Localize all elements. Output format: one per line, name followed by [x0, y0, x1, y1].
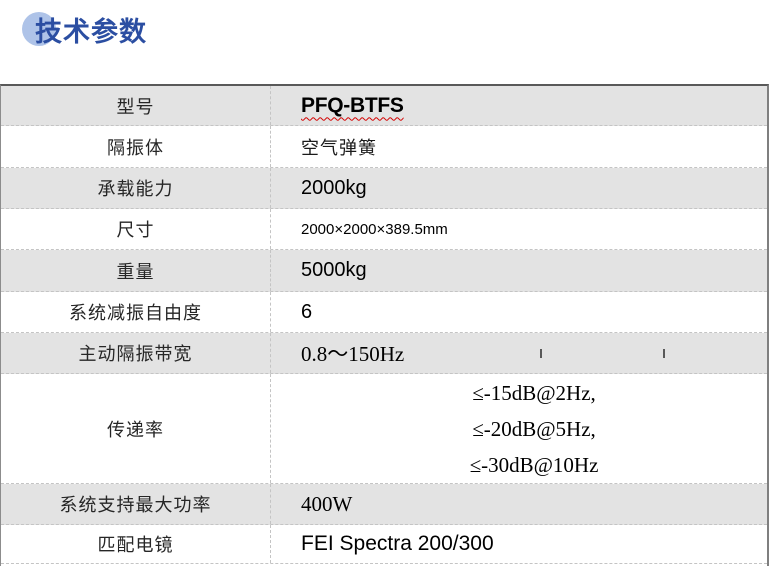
transmissibility-line-2: ≤-20dB@5Hz,	[472, 416, 596, 441]
transmissibility-line-3: ≤-30dB@10Hz	[469, 452, 599, 477]
title-accent-circle	[22, 12, 56, 46]
row-label: 系统减振自由度	[1, 292, 271, 332]
row-value: 6	[301, 300, 313, 323]
table-row-max-power: 系统支持最大功率 400W	[1, 484, 767, 525]
row-label: 系统支持最大功率	[1, 484, 271, 524]
row-value: 400W	[301, 491, 353, 516]
page-title: 技术参数	[35, 17, 147, 47]
row-value: 0.8～150Hz	[301, 342, 405, 366]
table-row-dimensions: 尺寸 2000×2000×389.5mm	[1, 209, 767, 250]
table-row-active-isolation-bandwidth: 主动隔振带宽 0.8～150Hz	[1, 333, 767, 374]
row-value: PFQ-BTFS	[271, 86, 767, 125]
table-row-degrees-of-freedom: 系统减振自由度 6	[1, 292, 767, 333]
table-row-model: 型号 PFQ-BTFS	[1, 86, 767, 126]
row-label: 隔振体	[1, 126, 271, 167]
table-row-weight: 重量 5000kg	[1, 250, 767, 292]
row-value: 2000kg	[301, 176, 367, 199]
stray-caret-mark	[663, 349, 665, 358]
row-label: 重量	[1, 250, 271, 291]
row-label: 承载能力	[1, 168, 271, 208]
row-label: 尺寸	[1, 209, 271, 249]
table-row-isolator: 隔振体 空气弹簧	[1, 126, 767, 168]
table-row-transmissibility: 传递率 ≤-15dB@2Hz, ≤-20dB@5Hz, ≤-30dB@10Hz	[1, 374, 767, 484]
row-label: 匹配电镜	[1, 525, 271, 563]
row-value: FEI Spectra 200/300	[301, 532, 494, 555]
model-value: PFQ-BTFS	[301, 93, 404, 117]
stray-caret-mark	[540, 349, 542, 358]
row-value-multiline: ≤-15dB@2Hz, ≤-20dB@5Hz, ≤-30dB@10Hz	[271, 374, 767, 483]
row-value: 2000×2000×389.5mm	[301, 220, 448, 238]
table-row-matching-microscope: 匹配电镜 FEI Spectra 200/300	[1, 525, 767, 564]
row-label: 主动隔振带宽	[1, 333, 271, 373]
table-row-load-capacity: 承载能力 2000kg	[1, 168, 767, 209]
transmissibility-line-1: ≤-15dB@2Hz,	[472, 380, 596, 405]
row-label: 型号	[1, 86, 271, 125]
row-value: 5000kg	[301, 259, 367, 281]
row-value: 空气弹簧	[301, 137, 377, 158]
spec-table: 型号 PFQ-BTFS 隔振体 空气弹簧 承载能力 2000kg 尺寸 2000…	[0, 84, 769, 566]
section-title: 技术参数	[0, 0, 400, 60]
row-label: 传递率	[1, 374, 271, 483]
